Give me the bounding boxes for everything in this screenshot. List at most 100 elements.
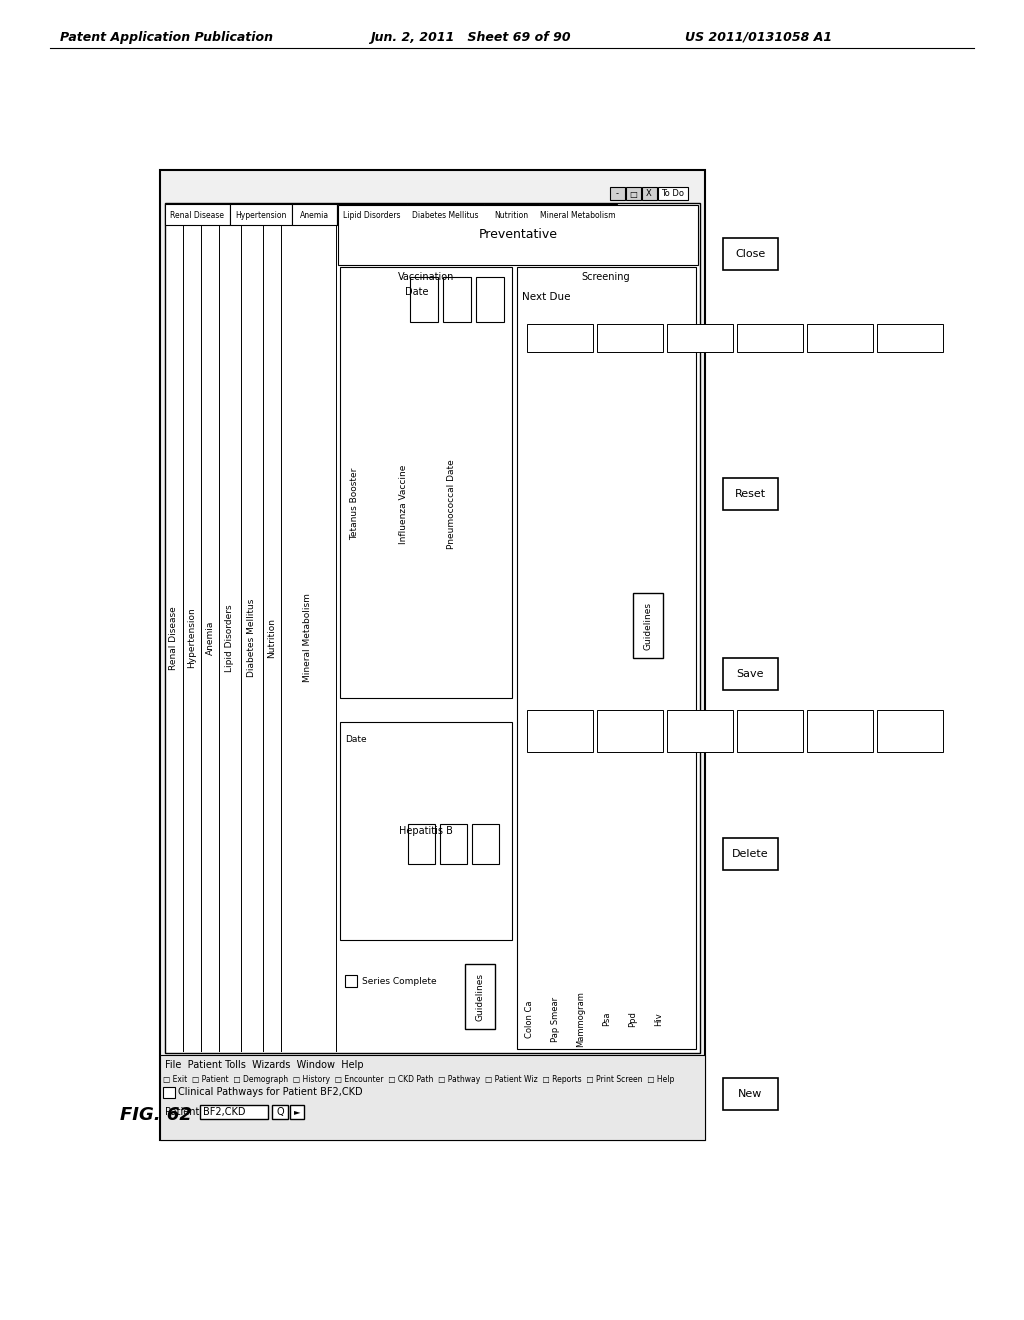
Text: Nutrition: Nutrition [267, 618, 276, 657]
Text: File  Patient Tolls  Wizards  Window  Help: File Patient Tolls Wizards Window Help [165, 1060, 364, 1071]
Text: Renal Disease: Renal Disease [170, 210, 224, 219]
Bar [476, 277, 504, 322]
Text: Delete: Delete [732, 849, 768, 859]
Text: Guidelines: Guidelines [475, 973, 484, 1020]
Text: Jun. 2, 2011   Sheet 69 of 90: Jun. 2, 2011 Sheet 69 of 90 [370, 30, 570, 44]
Text: Diabetes Mellitus: Diabetes Mellitus [248, 599, 256, 677]
Text: □ Exit  □ Patient  □ Demograph  □ History  □ Encounter  □ CKD Path  □ Pathway  □: □ Exit □ Patient □ Demograph □ History □… [163, 1076, 675, 1085]
Text: Renal Disease: Renal Disease [170, 606, 178, 669]
Text: Pap Smear: Pap Smear [551, 997, 559, 1041]
Bar [340, 722, 512, 940]
Bar [610, 187, 625, 201]
Text: Anemia: Anemia [206, 620, 214, 655]
Text: Mineral Metabolism: Mineral Metabolism [541, 210, 615, 219]
Text: Clinical Pathways for Patient BF2,CKD: Clinical Pathways for Patient BF2,CKD [178, 1086, 362, 1097]
Text: -: - [615, 190, 618, 198]
Bar [165, 203, 700, 1053]
Bar [539, 205, 617, 224]
Bar [163, 1086, 175, 1098]
Bar [338, 205, 698, 265]
Bar [465, 964, 495, 1030]
Bar [737, 710, 803, 752]
Text: Patient: Patient [165, 1107, 200, 1117]
Text: Tetanus Booster: Tetanus Booster [350, 467, 359, 540]
Bar [345, 975, 357, 987]
Text: Mineral Metabolism: Mineral Metabolism [303, 594, 312, 682]
Bar [484, 205, 539, 224]
Text: Colon Ca: Colon Ca [524, 1001, 534, 1038]
Bar [472, 824, 499, 865]
Text: Reset: Reset [734, 488, 766, 499]
Bar [667, 710, 733, 752]
Bar [527, 323, 593, 352]
Text: Series Complete: Series Complete [362, 977, 436, 986]
Text: Pneumococcal Date: Pneumococcal Date [446, 459, 456, 549]
Text: Anemia: Anemia [299, 210, 329, 219]
Bar [527, 710, 593, 752]
Bar [597, 323, 663, 352]
Text: Next Due: Next Due [522, 292, 570, 302]
Bar [443, 277, 471, 322]
Text: Psa: Psa [602, 1011, 611, 1026]
Text: Ppd: Ppd [629, 1011, 638, 1027]
Text: Mammogram: Mammogram [577, 991, 586, 1047]
Bar [408, 824, 435, 865]
Bar [292, 205, 337, 224]
Bar [440, 824, 467, 865]
Bar [337, 205, 407, 224]
Bar [658, 187, 688, 201]
Text: Hypertension: Hypertension [236, 210, 287, 219]
Text: US 2011/0131058 A1: US 2011/0131058 A1 [685, 30, 833, 44]
Text: Influenza Vaccine: Influenza Vaccine [398, 465, 408, 544]
Text: Date: Date [406, 286, 428, 297]
Bar [667, 323, 733, 352]
Bar [626, 187, 641, 201]
Bar [230, 205, 292, 224]
Text: FIG. 62: FIG. 62 [120, 1106, 191, 1125]
Text: Diabetes Mellitus: Diabetes Mellitus [412, 210, 478, 219]
Bar [407, 205, 484, 224]
Text: Vaccination: Vaccination [397, 272, 455, 282]
Text: Hiv: Hiv [654, 1012, 664, 1026]
Bar [160, 1055, 705, 1140]
Bar [807, 710, 873, 752]
Text: Hepatitis B: Hepatitis B [399, 826, 453, 836]
Bar [290, 1105, 304, 1119]
Bar [160, 170, 705, 1140]
Bar [642, 187, 657, 201]
Bar [723, 838, 778, 870]
Bar [165, 205, 230, 224]
Bar [877, 323, 943, 352]
Text: Lipid Disorders: Lipid Disorders [343, 210, 400, 219]
Text: Lipid Disorders: Lipid Disorders [225, 605, 234, 672]
Bar [877, 710, 943, 752]
Bar [723, 657, 778, 690]
Text: ►: ► [294, 1107, 300, 1117]
Bar [723, 238, 778, 271]
Text: To Do: To Do [662, 190, 684, 198]
Bar [597, 710, 663, 752]
Bar [633, 593, 663, 657]
Text: BF2,CKD: BF2,CKD [203, 1107, 246, 1117]
Text: Preventative: Preventative [478, 228, 557, 242]
Bar [200, 1105, 268, 1119]
Text: Patent Application Publication: Patent Application Publication [60, 30, 273, 44]
Bar [340, 267, 512, 698]
Bar [723, 478, 778, 510]
Text: □: □ [629, 190, 637, 198]
Text: Nutrition: Nutrition [494, 210, 528, 219]
Text: Screening: Screening [582, 272, 631, 282]
Bar [807, 323, 873, 352]
Bar [723, 1078, 778, 1110]
Text: Q: Q [276, 1107, 284, 1117]
Text: Hypertension: Hypertension [187, 607, 197, 668]
Text: Date: Date [345, 735, 367, 744]
Text: Guidelines: Guidelines [643, 602, 652, 649]
Text: Save: Save [736, 669, 764, 678]
Bar [410, 277, 438, 322]
Text: Close: Close [735, 249, 765, 259]
Bar [737, 323, 803, 352]
Bar [517, 267, 696, 1049]
Bar [272, 1105, 288, 1119]
Text: New: New [738, 1089, 762, 1100]
